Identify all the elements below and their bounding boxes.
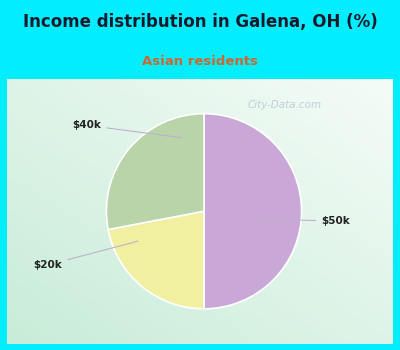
Text: $40k: $40k — [72, 120, 182, 138]
Wedge shape — [204, 114, 302, 309]
Text: Asian residents: Asian residents — [142, 55, 258, 68]
Wedge shape — [108, 211, 204, 309]
Text: City-Data.com: City-Data.com — [248, 100, 322, 110]
Text: $50k: $50k — [251, 216, 350, 226]
Text: Income distribution in Galena, OH (%): Income distribution in Galena, OH (%) — [23, 13, 377, 31]
Text: $20k: $20k — [34, 241, 138, 270]
Wedge shape — [106, 114, 204, 230]
